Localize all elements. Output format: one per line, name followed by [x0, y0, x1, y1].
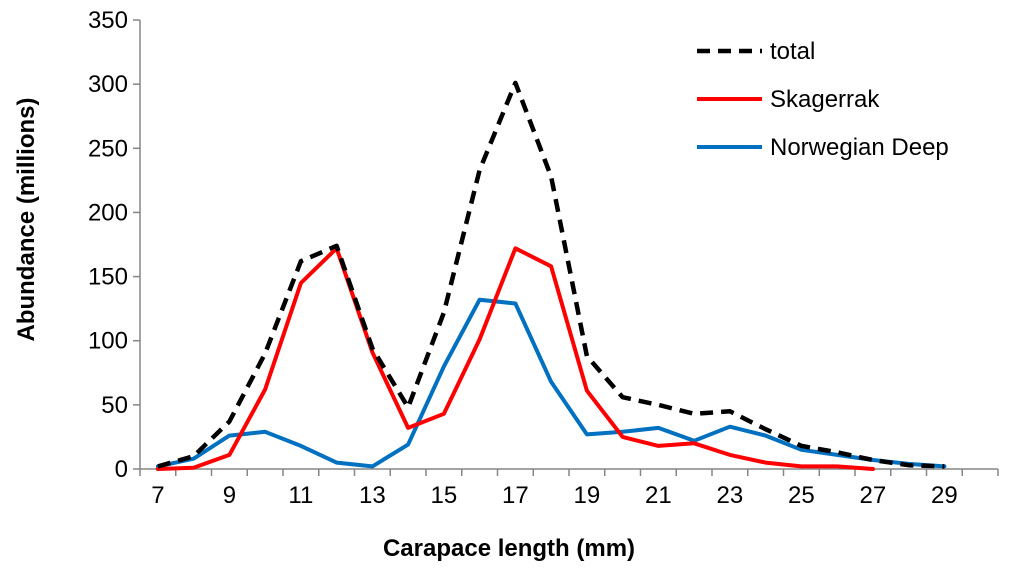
y-tick-label: 50	[101, 392, 128, 419]
x-tick-label: 11	[288, 482, 313, 509]
legend: total Skagerrak Norwegian Deep	[697, 38, 949, 161]
series-line-norwegian-deep	[155, 297, 947, 469]
series-line-skagerrak	[155, 246, 875, 471]
y-tick-label: 100	[88, 328, 128, 355]
y-tick-label: 350	[88, 7, 128, 34]
x-tick-label: 25	[788, 482, 815, 509]
y-tick-label: 300	[88, 71, 128, 98]
y-tick-label: 0	[115, 456, 128, 483]
x-tick-label: 7	[151, 482, 164, 509]
y-tick-label: 200	[88, 199, 128, 226]
legend-label-norwegian-deep: Norwegian Deep	[770, 134, 949, 161]
series-lines	[155, 80, 947, 471]
x-tick-label: 13	[359, 482, 386, 509]
legend-label-total: total	[770, 38, 815, 65]
x-tick-label: 23	[717, 482, 744, 509]
y-tick-label: 250	[88, 135, 128, 162]
x-tick-label: 15	[431, 482, 458, 509]
x-tick-label: 9	[223, 482, 236, 509]
legend-label-skagerrak: Skagerrak	[770, 86, 880, 113]
x-tick-label: 19	[574, 482, 601, 509]
x-tick-label: 21	[645, 482, 672, 509]
axes: 0 50 100 150 200 250 300 350 7 9 11 13 15 17 19 21 23 25 2…	[88, 7, 999, 509]
y-axis-title: Abundance (millions)	[13, 97, 40, 341]
x-tick-label: 17	[502, 482, 529, 509]
y-tick-label: 150	[88, 264, 128, 291]
x-axis-title: Carapace length (mm)	[383, 535, 635, 562]
x-tick-label: 29	[931, 482, 958, 509]
x-tick-label: 27	[860, 482, 887, 509]
